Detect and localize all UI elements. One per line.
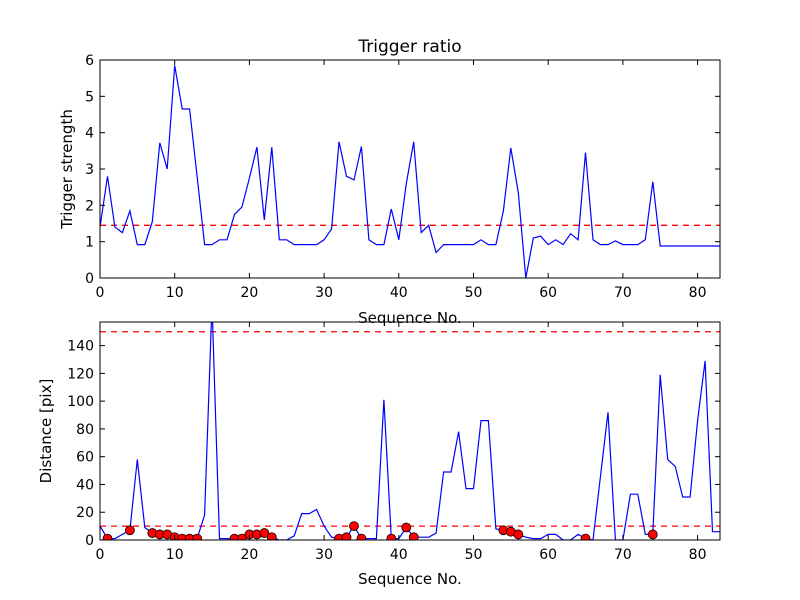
y-tick-label: 40 xyxy=(76,477,94,493)
x-tick-label: 30 xyxy=(315,285,333,301)
data-point-marker xyxy=(408,532,419,540)
data-point-marker xyxy=(259,528,270,538)
data-point-marker xyxy=(237,533,247,540)
plot-area: 0 10 20 30 40 50 60 70 80 0 1 2 3 4 5 6 xyxy=(85,53,721,301)
data-point-marker xyxy=(124,525,135,536)
axes-frame xyxy=(99,321,721,541)
x-tick-label: 50 xyxy=(465,547,483,563)
x-tick-label: 0 xyxy=(96,285,105,301)
x-tick-label: 40 xyxy=(390,547,408,563)
x-tick-label: 30 xyxy=(315,547,333,563)
x-tick-label: 60 xyxy=(539,547,557,563)
y-tick-label: 100 xyxy=(67,394,94,410)
y-tick-label: 6 xyxy=(85,53,94,69)
x-tick-label: 20 xyxy=(240,547,258,563)
x-tick-label: 80 xyxy=(689,285,707,301)
y-tick-label: 60 xyxy=(76,450,94,466)
x-tick-label: 20 xyxy=(240,285,258,301)
x-tick-label: 80 xyxy=(689,547,707,563)
plot-area: 0 10 20 30 40 50 60 70 80 0 20 40 60 80 100 120 140 xyxy=(67,321,721,563)
series-line xyxy=(100,65,720,278)
x-tick-label: 10 xyxy=(166,285,184,301)
data-point-marker xyxy=(356,533,367,540)
y-tick-label: 80 xyxy=(76,422,94,438)
x-tick-label: 70 xyxy=(614,547,632,563)
x-tick-label: 70 xyxy=(614,285,632,301)
data-point-marker xyxy=(401,522,412,533)
series-line xyxy=(100,322,720,540)
y-tick-label: 3 xyxy=(85,162,94,178)
x-axis-label: Sequence No. xyxy=(358,309,462,327)
data-point-marker xyxy=(647,529,658,540)
data-point-marker xyxy=(266,532,277,540)
x-tick-label: 0 xyxy=(96,547,105,563)
y-tick-label: 2 xyxy=(85,198,94,214)
y-axis-label: Distance [pix] xyxy=(37,379,55,484)
data-layer xyxy=(100,322,720,540)
y-tick-label: 0 xyxy=(85,533,94,549)
x-tick-label: 10 xyxy=(166,547,184,563)
y-tick-label: 20 xyxy=(76,505,94,521)
x-tick-label: 60 xyxy=(539,285,557,301)
trigger-ratio-chart: Trigger ratio Sequence No. Trigger stren… xyxy=(58,37,721,327)
data-point-marker xyxy=(580,533,591,540)
distance-chart: Sequence No. Distance [pix] 0 10 20 30 40 50 6… xyxy=(37,321,721,588)
data-point-marker xyxy=(102,533,113,540)
data-layer xyxy=(100,65,720,278)
y-tick-label: 4 xyxy=(85,126,94,142)
x-tick-label: 50 xyxy=(465,285,483,301)
data-point-marker xyxy=(386,533,397,540)
y-tick-label: 140 xyxy=(67,339,94,355)
data-point-marker xyxy=(192,533,203,540)
x-axis-label: Sequence No. xyxy=(358,570,462,588)
x-tick-label: 40 xyxy=(390,285,408,301)
data-point-marker xyxy=(349,521,359,532)
y-tick-label: 5 xyxy=(85,89,94,105)
y-tick-label: 1 xyxy=(85,235,94,251)
y-axis-label: Trigger strength xyxy=(58,109,76,230)
y-tick-label: 0 xyxy=(85,271,94,287)
data-point-marker xyxy=(513,529,524,540)
y-tick-label: 120 xyxy=(67,366,94,382)
chart-title: Trigger ratio xyxy=(357,37,461,57)
data-point-marker xyxy=(341,532,352,540)
